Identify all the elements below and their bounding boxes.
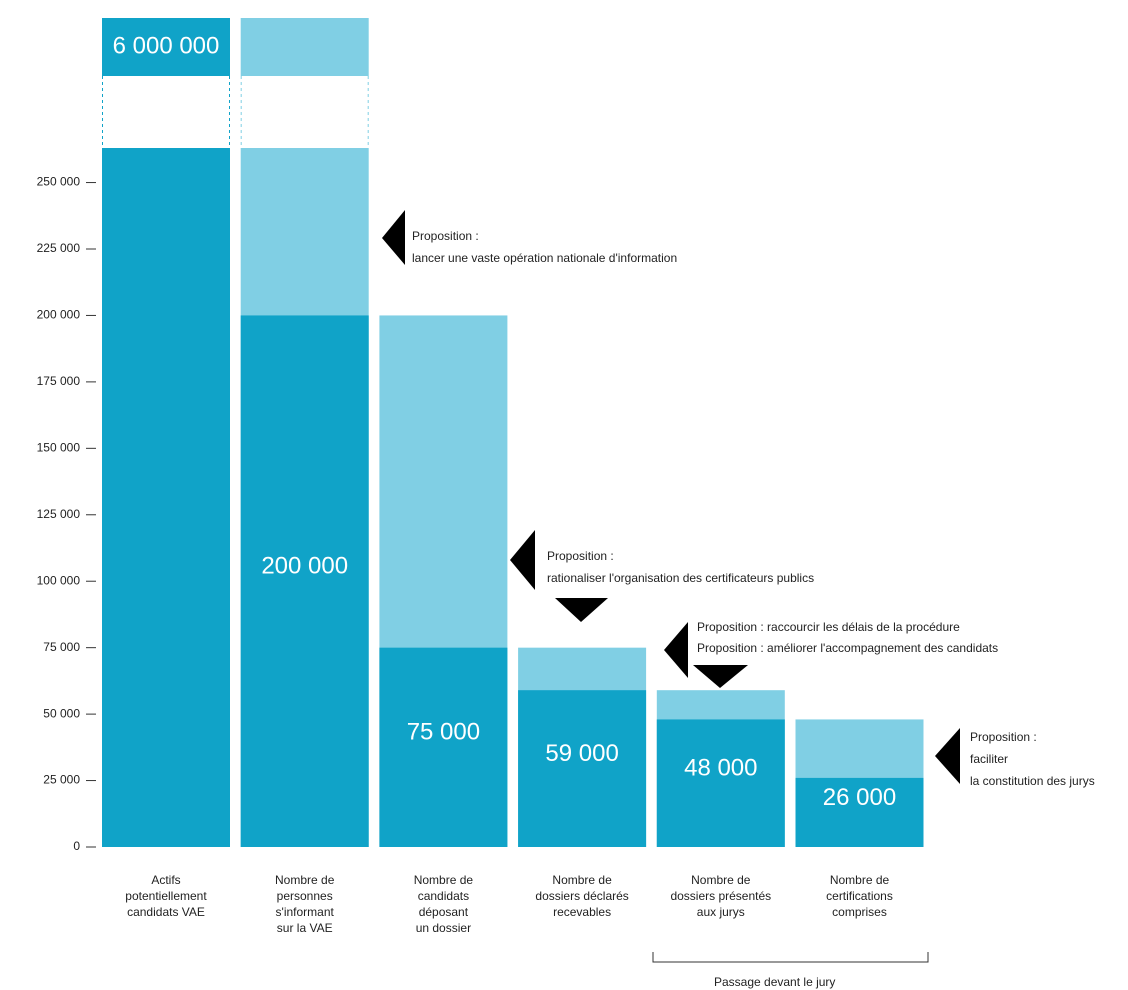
bar xyxy=(102,148,230,847)
y-tick-label: 150 000 xyxy=(37,441,81,455)
y-tick-label: 200 000 xyxy=(37,308,81,322)
y-tick-label: 175 000 xyxy=(37,374,81,388)
y-tick-label: 25 000 xyxy=(43,773,80,787)
y-tick-label: 125 000 xyxy=(37,507,81,521)
bar xyxy=(518,690,647,847)
y-tick-label: 100 000 xyxy=(37,573,81,587)
annotation: Proposition : rationaliser l'organisatio… xyxy=(547,549,815,585)
annotation: Proposition : faciliter la constitution … xyxy=(970,730,1095,788)
bar xyxy=(656,719,785,847)
arrow xyxy=(382,210,405,265)
bracket xyxy=(652,952,929,963)
x-tick-label: Nombre de candidats déposant un dossier xyxy=(413,873,474,935)
y-tick-label: 225 000 xyxy=(37,241,81,255)
bar xyxy=(240,315,369,848)
annotation: Proposition : améliorer l'accompagnement… xyxy=(697,641,999,655)
y-tick-label: 50 000 xyxy=(43,706,80,720)
x-tick-label: Nombre de personnes s'informant sur la V… xyxy=(275,873,335,935)
bar xyxy=(795,777,924,847)
annotation: Proposition : lancer une vaste opération… xyxy=(412,229,678,265)
arrow xyxy=(510,530,535,590)
arrow xyxy=(555,598,608,622)
value-label: 48 000 xyxy=(684,755,757,782)
y-tick-label: 0 xyxy=(73,839,80,853)
x-tick-label: Actifs potentiellement candidats VAE xyxy=(125,873,207,919)
group-label: Passage devant le jury xyxy=(714,975,836,989)
arrow xyxy=(935,728,960,784)
x-tick-label: Nombre de certifications comprises xyxy=(826,873,893,919)
arrow xyxy=(693,665,748,688)
value-label: 200 000 xyxy=(261,553,348,580)
bar-break-top xyxy=(240,18,369,76)
annotation: Proposition : raccourcir les délais de l… xyxy=(697,620,960,634)
value-label: 6 000 000 xyxy=(113,32,220,59)
value-label: 75 000 xyxy=(407,719,480,746)
value-label: 59 000 xyxy=(545,740,618,767)
bar-break-top xyxy=(102,18,230,76)
value-label: 26 000 xyxy=(823,784,896,811)
bar xyxy=(379,647,508,847)
x-tick-label: Nombre de dossiers déclarés recevables xyxy=(535,873,629,919)
y-tick-label: 250 000 xyxy=(37,175,81,189)
x-tick-label: Nombre de dossiers présentés aux jurys xyxy=(670,873,772,919)
y-tick-label: 75 000 xyxy=(43,640,80,654)
arrow xyxy=(664,622,688,678)
